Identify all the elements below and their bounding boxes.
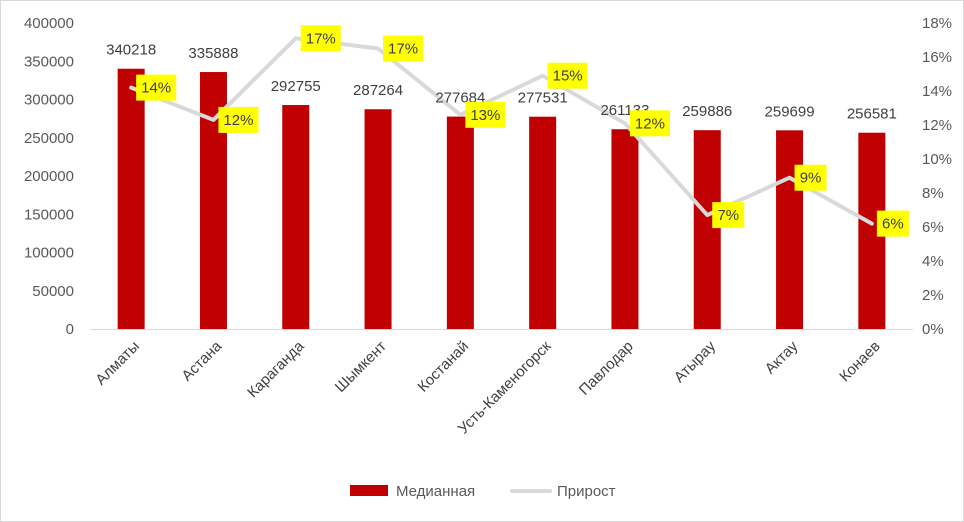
growth-data-label: 9%: [800, 170, 822, 187]
x-category-label: Караганда: [244, 337, 308, 401]
y-right-tick-label: 4%: [922, 253, 944, 270]
x-category-label: Атырау: [671, 337, 720, 386]
bar-data-label: 277531: [518, 90, 568, 107]
growth-data-label: 12%: [635, 115, 665, 132]
bar: [282, 105, 310, 330]
x-category-label: Усть-Каменогорск: [455, 338, 555, 438]
y-right-tick-label: 8%: [922, 185, 944, 202]
growth-label-box: [876, 210, 909, 237]
x-category-label: Конаев: [836, 338, 883, 385]
x-category-label: Павлодар: [576, 338, 637, 399]
bar: [117, 68, 145, 330]
bar-data-label: 292755: [271, 78, 321, 95]
growth-label-box: [794, 164, 827, 191]
x-category-label: Астана: [178, 337, 225, 384]
growth-data-label: 6%: [882, 216, 904, 233]
y-right-tick-label: 14%: [922, 83, 952, 100]
growth-label-box: [136, 74, 177, 101]
growth-data-label: 12%: [223, 112, 253, 129]
legend-line-label: Прирост: [557, 483, 616, 500]
growth-data-label: 14%: [141, 80, 171, 97]
growth-data-label: 15%: [553, 68, 583, 85]
growth-data-label: 7%: [717, 207, 739, 224]
y-right-tick-label: 12%: [922, 117, 952, 134]
growth-label-box: [712, 202, 745, 229]
growth-label-box: [465, 101, 506, 128]
bar: [611, 129, 639, 329]
bar: [446, 116, 474, 329]
bar-data-label: 259886: [682, 103, 732, 120]
y-left-tick-label: 100000: [24, 245, 74, 262]
bar: [693, 130, 721, 329]
y-left-tick-label: 250000: [24, 130, 74, 147]
y-left-tick-label: 300000: [24, 92, 74, 109]
legend-bar-swatch: [350, 485, 388, 496]
y-right-tick-label: 2%: [922, 287, 944, 304]
y-left-tick-label: 200000: [24, 168, 74, 185]
bar-data-label: 335888: [188, 45, 238, 62]
y-right-tick-label: 6%: [922, 219, 944, 236]
y-right-tick-label: 0%: [922, 321, 944, 338]
bar: [529, 116, 557, 329]
y-left-tick-label: 150000: [24, 206, 74, 223]
x-category-label: Актау: [762, 337, 802, 377]
bar: [776, 130, 804, 329]
growth-data-label: 17%: [388, 41, 418, 58]
growth-data-label: 13%: [470, 107, 500, 124]
bar-data-label: 340218: [106, 42, 156, 59]
bar-data-label: 256581: [847, 106, 897, 123]
growth-label-box: [218, 106, 259, 133]
y-right-tick-label: 10%: [922, 151, 952, 168]
x-category-label: Костанай: [414, 338, 472, 396]
y-right-tick-label: 18%: [922, 15, 952, 32]
legend-bar-label: Медианная: [396, 483, 475, 500]
y-left-tick-label: 50000: [32, 283, 74, 300]
bar-data-label: 287264: [353, 82, 403, 99]
y-left-tick-label: 0: [66, 321, 74, 338]
growth-line: [129, 36, 874, 226]
growth-data-label: 17%: [306, 30, 336, 47]
bar: [364, 109, 392, 329]
y-left-tick-label: 400000: [24, 15, 74, 32]
growth-label-box: [547, 62, 588, 89]
y-left-tick-label: 350000: [24, 53, 74, 70]
growth-label-box: [629, 110, 670, 137]
bar-data-label: 259699: [765, 103, 815, 120]
x-category-label: Алматы: [92, 338, 143, 389]
growth-label-box: [383, 35, 424, 62]
y-right-tick-label: 16%: [922, 49, 952, 66]
x-category-label: Шымкент: [332, 338, 390, 396]
growth-label-box: [300, 25, 341, 52]
